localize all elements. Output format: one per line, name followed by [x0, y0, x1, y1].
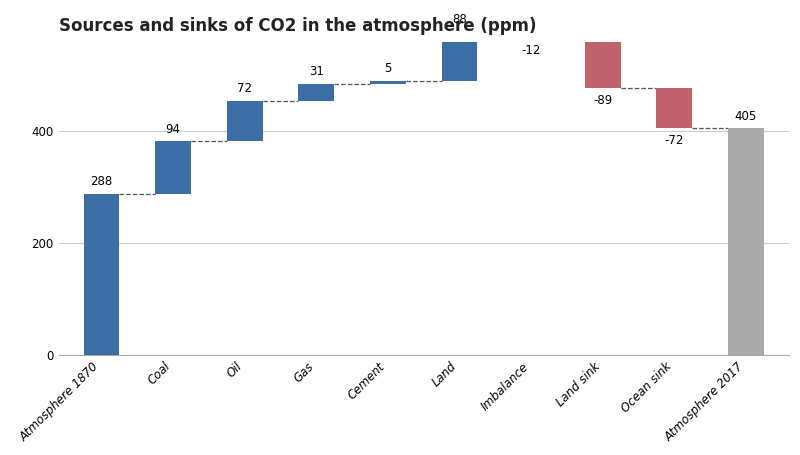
Bar	[657, 88, 692, 128]
Text: 405: 405	[735, 110, 757, 123]
Text: -12: -12	[522, 44, 541, 57]
Bar	[370, 81, 406, 84]
Bar	[83, 194, 119, 355]
Bar	[585, 38, 621, 88]
Text: 72: 72	[237, 82, 252, 96]
Bar	[442, 31, 478, 81]
Bar	[298, 84, 334, 101]
Text: 288: 288	[90, 175, 113, 188]
Text: 31: 31	[309, 65, 324, 78]
Bar	[514, 31, 549, 38]
Text: 94: 94	[166, 123, 181, 136]
Text: 5: 5	[384, 62, 391, 75]
Bar	[728, 128, 764, 355]
Bar	[155, 142, 191, 194]
Text: 88: 88	[452, 13, 467, 26]
Text: -72: -72	[665, 134, 684, 147]
Text: -89: -89	[593, 94, 612, 106]
Bar	[226, 101, 262, 142]
Text: Sources and sinks of CO2 in the atmosphere (ppm): Sources and sinks of CO2 in the atmosphe…	[58, 16, 536, 35]
